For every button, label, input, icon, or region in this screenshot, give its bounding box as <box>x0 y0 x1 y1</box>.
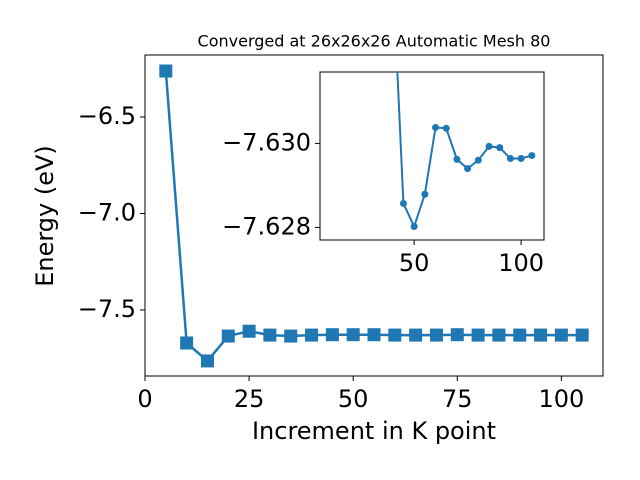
marker <box>496 144 504 152</box>
marker <box>528 152 536 160</box>
x-tick-label: 0 <box>137 385 152 413</box>
marker <box>284 329 298 343</box>
marker <box>263 328 277 342</box>
marker <box>432 123 440 131</box>
x-tick-label: 50 <box>338 385 369 413</box>
marker <box>453 155 461 163</box>
marker <box>464 165 472 173</box>
y-tick-label: −7.630 <box>222 128 311 156</box>
marker <box>575 328 589 342</box>
marker <box>429 328 443 342</box>
marker <box>554 328 568 342</box>
marker <box>506 155 514 163</box>
marker <box>513 328 527 342</box>
y-tick-label: −7.5 <box>78 295 136 323</box>
marker <box>180 336 194 350</box>
marker <box>442 124 450 132</box>
y-axis-label: Energy (eV) <box>31 145 59 287</box>
marker <box>534 328 548 342</box>
plot-area <box>396 72 536 231</box>
marker <box>200 354 214 368</box>
marker <box>159 64 173 78</box>
marker <box>305 328 319 342</box>
marker <box>410 223 418 231</box>
x-axis-label: Increment in K point <box>252 417 496 445</box>
marker <box>399 199 407 207</box>
marker <box>450 328 464 342</box>
x-tick-label: 100 <box>498 249 544 277</box>
plot-area <box>159 64 589 368</box>
marker <box>242 324 256 338</box>
marker <box>221 329 235 343</box>
marker <box>492 328 506 342</box>
marker <box>471 328 485 342</box>
y-tick-label: −7.0 <box>78 198 136 226</box>
x-tick-label: 75 <box>442 385 473 413</box>
marker <box>517 155 525 163</box>
marker <box>388 328 402 342</box>
marker <box>485 142 493 150</box>
y-tick-label: −7.628 <box>222 212 311 240</box>
y-tick-label: −6.5 <box>78 102 136 130</box>
chart-title: Converged at 26x26x26 Automatic Mesh 80 <box>198 32 551 51</box>
marker <box>367 328 381 342</box>
marker <box>474 156 482 164</box>
x-tick-label: 50 <box>399 249 430 277</box>
x-tick-label: 100 <box>538 385 584 413</box>
x-tick-label: 25 <box>234 385 265 413</box>
marker <box>409 328 423 342</box>
marker <box>325 328 339 342</box>
marker <box>346 328 360 342</box>
marker <box>421 190 429 198</box>
